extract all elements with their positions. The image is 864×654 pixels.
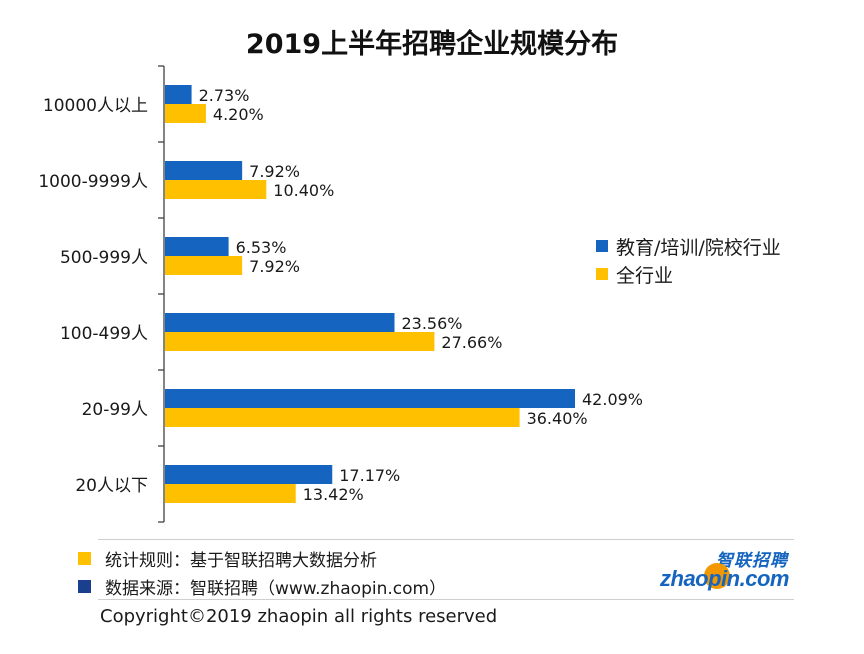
note-rule-swatch [78, 552, 91, 565]
legend-item-series-2: 全行业 [596, 260, 781, 288]
logo-ball-icon [704, 563, 730, 589]
data-label: 7.92% [249, 257, 300, 276]
bar-education [165, 465, 333, 484]
legend-swatch-series-2 [596, 268, 608, 280]
category-label: 500-999人 [60, 248, 148, 268]
data-label: 27.66% [441, 333, 502, 352]
bar-education [165, 161, 243, 180]
bar-all-industry [165, 256, 243, 275]
bar-all-industry [165, 180, 267, 199]
chart-title: 2019上半年招聘企业规模分布 [245, 29, 619, 60]
note-source: 数据来源：智联招聘（www.zhaopin.com） [78, 574, 446, 599]
category-label: 20-99人 [82, 400, 148, 420]
logo-en-text: zhaopin.com [660, 566, 789, 591]
data-label: 17.17% [339, 466, 400, 485]
data-label: 36.40% [527, 409, 588, 428]
bar-all-industry [165, 408, 520, 427]
data-label: 6.53% [236, 238, 287, 257]
legend-item-series-1: 教育/培训/院校行业 [596, 232, 781, 260]
category-label: 100-499人 [60, 324, 148, 344]
zhaopin-logo: 智联招聘 zhaopin.com [660, 546, 790, 596]
category-label: 10000人以上 [43, 96, 148, 116]
data-label: 4.20% [213, 105, 264, 124]
data-label: 7.92% [249, 162, 300, 181]
bar-education [165, 389, 575, 408]
category-label: 20人以下 [75, 476, 148, 496]
data-label: 42.09% [582, 390, 643, 409]
logo-cn-text: 智联招聘 [716, 551, 788, 571]
data-label: 2.73% [199, 86, 250, 105]
note-source-text: 数据来源：智联招聘（www.zhaopin.com） [105, 579, 447, 599]
copyright: Copyright©2019 zhaopin all rights reserv… [100, 606, 498, 627]
bar-all-industry [165, 332, 435, 351]
bar-all-industry [165, 484, 296, 503]
data-label: 10.40% [273, 181, 334, 200]
category-label: 1000-9999人 [38, 172, 148, 192]
note-rule: 统计规则：基于智联招聘大数据分析 [78, 546, 377, 571]
legend: 教育/培训/院校行业 全行业 [596, 232, 781, 288]
note-rule-text: 统计规则：基于智联招聘大数据分析 [105, 551, 377, 571]
divider [98, 539, 794, 540]
legend-swatch-series-1 [596, 240, 608, 252]
note-source-swatch [78, 580, 91, 593]
data-label: 13.42% [303, 485, 364, 504]
legend-label-series-1: 教育/培训/院校行业 [616, 236, 781, 259]
data-label: 23.56% [401, 314, 462, 333]
bar-education [165, 85, 192, 104]
bar-all-industry [165, 104, 206, 123]
divider-bottom [98, 599, 794, 600]
legend-label-series-2: 全行业 [616, 264, 674, 287]
bar-education [165, 237, 229, 256]
bar-education [165, 313, 395, 332]
